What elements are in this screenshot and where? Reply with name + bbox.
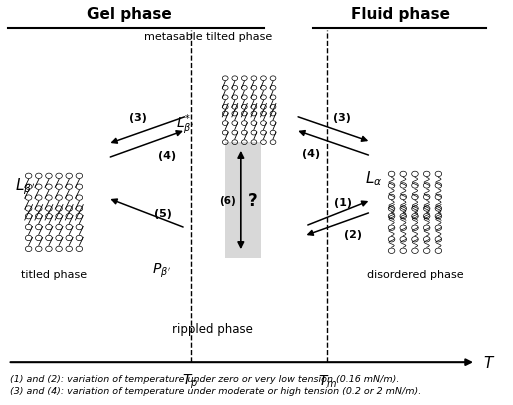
Text: $T_p$: $T_p$ xyxy=(183,372,199,390)
Text: rippled phase: rippled phase xyxy=(172,322,253,335)
Text: Gel phase: Gel phase xyxy=(87,7,172,22)
Text: titled phase: titled phase xyxy=(21,269,87,279)
Text: (6): (6) xyxy=(219,196,235,205)
Text: $P_{\beta'}$: $P_{\beta'}$ xyxy=(152,261,171,279)
Text: disordered phase: disordered phase xyxy=(367,269,463,279)
Text: ?: ? xyxy=(248,192,258,209)
Text: (1) and (2): variation of temperature under zero or very low tension (0.16 mN/m): (1) and (2): variation of temperature un… xyxy=(10,374,400,383)
Text: (5): (5) xyxy=(154,209,172,218)
Text: (3) and (4): variation of temperature under moderate or high tension (0.2 or 2 m: (3) and (4): variation of temperature un… xyxy=(10,386,421,395)
Text: $L_{\beta'}$: $L_{\beta'}$ xyxy=(15,176,35,197)
Text: $L_{\alpha}$: $L_{\alpha}$ xyxy=(365,169,382,188)
Text: $T_m$: $T_m$ xyxy=(318,372,337,389)
Text: metasable tilted phase: metasable tilted phase xyxy=(144,32,272,42)
Text: (2): (2) xyxy=(344,230,362,240)
Text: $L^{*}_{\beta'}$: $L^{*}_{\beta'}$ xyxy=(176,112,195,137)
Bar xyxy=(225,143,261,258)
Text: (3): (3) xyxy=(129,113,147,123)
Text: (4): (4) xyxy=(302,149,320,158)
Text: (1): (1) xyxy=(333,198,351,208)
Text: (4): (4) xyxy=(158,151,176,160)
Text: Fluid phase: Fluid phase xyxy=(351,7,450,22)
Text: $T$: $T$ xyxy=(483,354,496,370)
Text: (3): (3) xyxy=(333,113,351,123)
